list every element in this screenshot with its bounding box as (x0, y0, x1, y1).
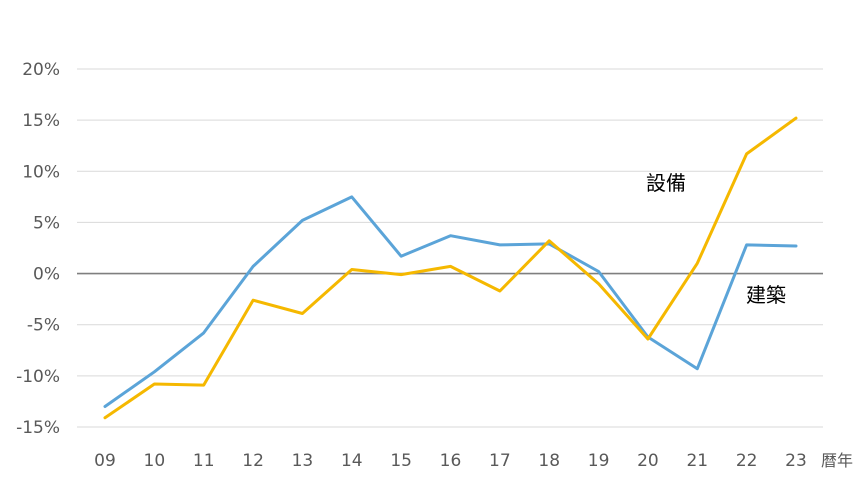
y-tick-label: 20% (22, 60, 60, 80)
x-tick-label: 21 (686, 451, 708, 471)
y-tick-label: 15% (22, 111, 60, 131)
x-tick-label: 09 (94, 451, 116, 471)
series-label-setsubi: 設備 (646, 171, 686, 195)
x-tick-label: 17 (489, 451, 511, 471)
y-tick-label: 5% (33, 213, 60, 233)
x-tick-label: 19 (588, 451, 610, 471)
series-line-kenchiku (103, 195, 798, 408)
x-tick-label: 22 (736, 451, 758, 471)
x-tick-label: 12 (242, 451, 264, 471)
x-tick-label: 10 (144, 451, 166, 471)
x-tick-label: 16 (440, 451, 462, 471)
x-tick-label: 13 (292, 451, 314, 471)
x-axis-unit-label: 暦年 (821, 451, 853, 470)
x-tick-label: 20 (637, 451, 659, 471)
x-tick-label: 23 (785, 451, 807, 471)
series-label-kenchiku: 建築 (746, 283, 786, 307)
x-axis-ticks: 09 10 11 12 13 14 15 16 17 18 19 20 21 22 23 (94, 451, 807, 471)
y-tick-label: -5% (27, 316, 60, 336)
x-tick-label: 14 (341, 451, 363, 471)
series-line-setsubi (103, 116, 798, 420)
gridlines (77, 68, 823, 428)
x-tick-label: 11 (193, 451, 215, 471)
x-tick-label: 15 (390, 451, 412, 471)
y-tick-label: -15% (16, 418, 60, 438)
y-axis-ticks: 20% 15% 10% 5% 0% -5% -10% -15% (16, 60, 60, 438)
y-tick-label: 10% (22, 162, 60, 182)
y-tick-label: 0% (33, 265, 60, 285)
y-tick-label: -10% (16, 367, 60, 387)
series-lines (103, 116, 798, 420)
x-tick-label: 18 (538, 451, 560, 471)
